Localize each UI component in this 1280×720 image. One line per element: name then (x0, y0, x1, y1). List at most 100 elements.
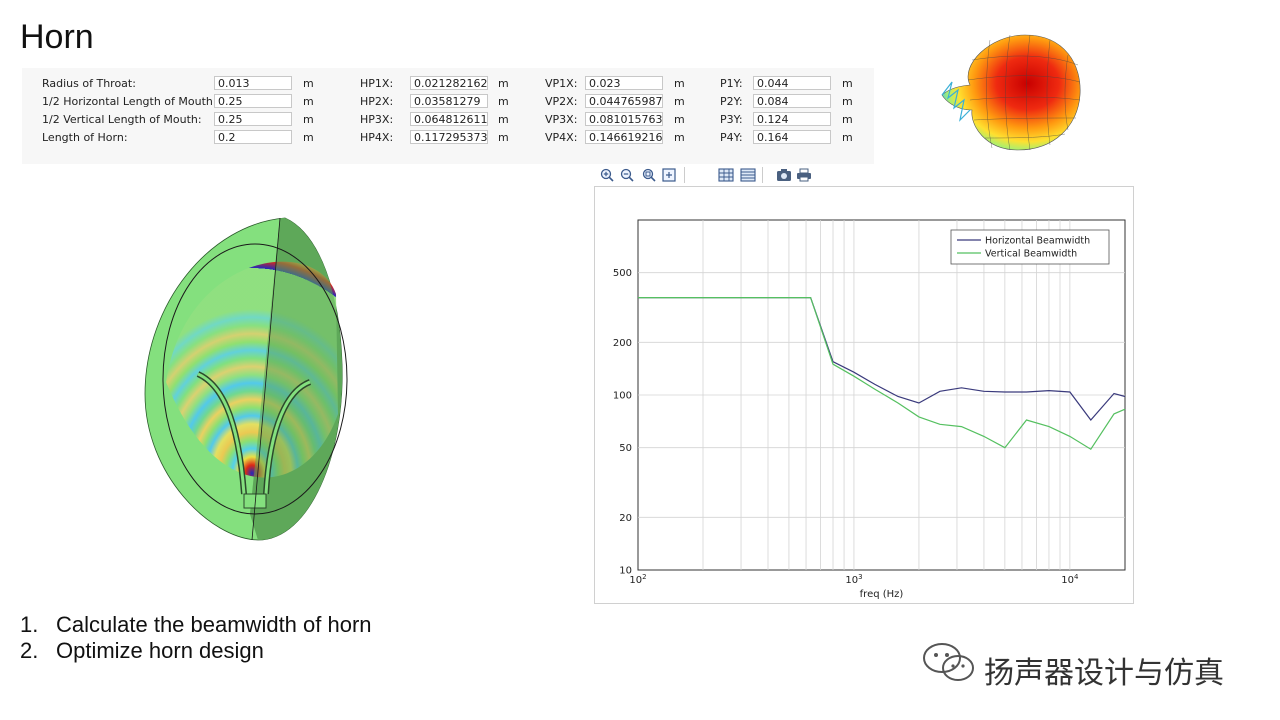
x-tick-label: 102 (629, 573, 646, 586)
param-unit: m (303, 95, 314, 108)
param-unit: m (498, 113, 509, 126)
param-input[interactable]: 0.164 (753, 130, 831, 144)
bullet-list: 1. Calculate the beamwidth of horn 2. Opti… (20, 612, 372, 664)
x-tick-base: 10 (1061, 575, 1074, 586)
param-label: P2Y: (720, 95, 743, 108)
y-tick-label: 50 (619, 443, 632, 454)
y-tick-labels: 10 20 50 100 200 500 (613, 268, 632, 576)
zoom-out-icon[interactable] (620, 168, 634, 182)
param-label: 1/2 Horizontal Length of Mouth: (42, 95, 217, 108)
param-unit: m (842, 131, 853, 144)
x-tick-label: 104 (1061, 573, 1079, 586)
grid-table-icon[interactable] (718, 168, 734, 182)
param-input[interactable]: 0.044 (753, 76, 831, 90)
slide-title: Horn (20, 18, 94, 56)
param-label: HP2X: (360, 95, 394, 108)
print-icon[interactable] (796, 168, 812, 182)
bullet-number: 1. (20, 612, 39, 637)
y-gridlines (638, 272, 1125, 518)
legend-box (950, 229, 1110, 265)
param-input[interactable]: 0.084 (753, 94, 831, 108)
x-tick-exponent: 2 (642, 573, 646, 581)
param-unit: m (498, 77, 509, 90)
param-input[interactable]: 0.25 (214, 94, 292, 108)
watermark: 扬声器设计与仿真 (920, 640, 1224, 691)
series-line-1 (638, 296, 1126, 451)
y-tick-label: 10 (619, 566, 632, 577)
param-unit: m (842, 95, 853, 108)
param-unit: m (842, 77, 853, 90)
bullet-text: Optimize horn design (56, 638, 264, 663)
param-label: P1Y: (720, 77, 743, 90)
x-tick-label: 103 (845, 573, 862, 586)
param-label: VP1X: (545, 77, 578, 90)
param-input[interactable]: 0.023 (585, 76, 663, 90)
chart-legend: Horizontal Beamwidth Vertical Beamwidth (950, 229, 1110, 265)
horn-cutaway-model (144, 217, 348, 541)
param-label: VP2X: (545, 95, 578, 108)
param-unit: m (674, 77, 685, 90)
param-unit: m (674, 113, 685, 126)
toolbar-divider (762, 167, 763, 183)
zoom-in-icon[interactable] (600, 168, 614, 182)
legend-label: Vertical Beamwidth (985, 249, 1077, 260)
radiation-pattern-3d (941, 34, 1081, 151)
y-tick-label: 200 (613, 338, 632, 349)
param-label: Radius of Throat: (42, 77, 136, 90)
param-label: VP4X: (545, 131, 578, 144)
param-label: P4Y: (720, 131, 743, 144)
x-tick-base: 10 (629, 575, 642, 586)
x-tick-labels: 102 103 104 (629, 573, 1079, 586)
param-label: HP1X: (360, 77, 394, 90)
bullet-item: 1. Calculate the beamwidth of horn (20, 612, 372, 638)
param-input[interactable]: 0.146619216 (585, 130, 663, 144)
param-label: P3Y: (720, 113, 743, 126)
param-unit: m (842, 113, 853, 126)
param-input[interactable]: 0.117295373 (410, 130, 488, 144)
bullet-text: Calculate the beamwidth of horn (56, 612, 372, 637)
param-unit: m (674, 131, 685, 144)
beamwidth-chart-frame: 10 20 50 100 200 500 102 103 104 freq (Hz) Hori… (594, 186, 1134, 604)
parameter-panel: Radius of Throat: 0.013 m 1/2 Horizontal Le… (22, 68, 874, 164)
series-line-0 (638, 296, 1126, 421)
param-input[interactable]: 0.081015763 (585, 112, 663, 126)
param-label: VP3X: (545, 113, 578, 126)
param-unit: m (498, 95, 509, 108)
zoom-extents-icon[interactable] (662, 168, 676, 182)
param-input[interactable]: 0.013 (214, 76, 292, 90)
camera-icon[interactable] (776, 168, 792, 182)
x-axis-label: freq (Hz) (860, 589, 904, 600)
param-input[interactable]: 0.2 (214, 130, 292, 144)
param-unit: m (303, 131, 314, 144)
table-icon[interactable] (740, 168, 756, 182)
param-unit: m (498, 131, 509, 144)
param-input[interactable]: 0.021282162 (410, 76, 488, 90)
wechat-logo-icon (923, 643, 974, 681)
x-tick-base: 10 (845, 575, 858, 586)
param-input[interactable]: 0.124 (753, 112, 831, 126)
legend-label: Horizontal Beamwidth (985, 236, 1090, 247)
param-label: 1/2 Vertical Length of Mouth: (42, 113, 202, 126)
series-lines (638, 296, 1126, 451)
param-unit: m (303, 77, 314, 90)
bullet-item: 2. Optimize horn design (20, 638, 372, 664)
watermark-text: 扬声器设计与仿真 (984, 656, 1224, 691)
y-tick-label: 500 (613, 268, 632, 279)
param-label: HP4X: (360, 131, 394, 144)
param-unit: m (674, 95, 685, 108)
y-tick-label: 100 (613, 391, 632, 402)
x-tick-exponent: 3 (858, 573, 862, 581)
zoom-box-icon[interactable] (642, 168, 656, 182)
toolbar-divider (684, 167, 685, 183)
param-input[interactable]: 0.03581279 (410, 94, 488, 108)
bullet-number: 2. (20, 638, 39, 663)
y-tick-label: 20 (619, 513, 632, 524)
param-input[interactable]: 0.25 (214, 112, 292, 126)
param-input[interactable]: 0.044765987 (585, 94, 663, 108)
chart-toolbar (598, 166, 874, 186)
param-unit: m (303, 113, 314, 126)
param-label: HP3X: (360, 113, 394, 126)
param-label: Length of Horn: (42, 131, 128, 144)
param-input[interactable]: 0.064812611 (410, 112, 488, 126)
